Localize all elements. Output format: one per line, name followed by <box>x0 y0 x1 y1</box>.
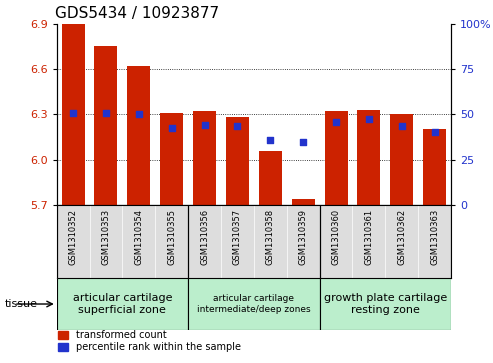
Bar <box>95 46 117 205</box>
Point <box>398 123 406 129</box>
Bar <box>390 114 413 205</box>
Point <box>234 123 242 129</box>
Point <box>201 122 209 128</box>
Text: GSM1310360: GSM1310360 <box>332 209 341 265</box>
Bar <box>226 117 249 205</box>
Text: GSM1310355: GSM1310355 <box>167 209 176 265</box>
Bar <box>324 111 348 205</box>
Text: GSM1310363: GSM1310363 <box>430 209 439 265</box>
Text: GSM1310354: GSM1310354 <box>135 209 143 265</box>
Bar <box>259 151 282 205</box>
Point <box>102 110 110 116</box>
Text: GSM1310352: GSM1310352 <box>69 209 77 265</box>
Text: GSM1310362: GSM1310362 <box>397 209 406 265</box>
Bar <box>423 130 446 205</box>
Text: GDS5434 / 10923877: GDS5434 / 10923877 <box>55 6 219 21</box>
Bar <box>292 199 315 205</box>
Point <box>69 110 77 116</box>
Bar <box>127 66 150 205</box>
Text: GSM1310357: GSM1310357 <box>233 209 242 265</box>
Text: growth plate cartilage
resting zone: growth plate cartilage resting zone <box>324 293 447 315</box>
Bar <box>357 110 381 205</box>
Point <box>332 119 340 125</box>
Legend: transformed count, percentile rank within the sample: transformed count, percentile rank withi… <box>54 327 245 356</box>
Text: articular cartilage
superficial zone: articular cartilage superficial zone <box>72 293 172 315</box>
Text: tissue: tissue <box>5 299 38 309</box>
Text: GSM1310358: GSM1310358 <box>266 209 275 265</box>
Text: GSM1310359: GSM1310359 <box>299 209 308 265</box>
Point <box>299 139 307 144</box>
Text: articular cartilage
intermediate/deep zones: articular cartilage intermediate/deep zo… <box>197 294 311 314</box>
Text: GSM1310356: GSM1310356 <box>200 209 209 265</box>
Point <box>168 125 176 131</box>
Point <box>135 111 143 117</box>
Point <box>431 130 439 135</box>
Text: GSM1310353: GSM1310353 <box>102 209 110 265</box>
Bar <box>62 24 85 205</box>
Point <box>266 137 274 143</box>
Bar <box>319 278 451 330</box>
Bar <box>57 278 188 330</box>
Point <box>365 116 373 122</box>
Bar <box>193 111 216 205</box>
Bar <box>188 278 319 330</box>
Bar <box>160 113 183 205</box>
Text: GSM1310361: GSM1310361 <box>364 209 373 265</box>
